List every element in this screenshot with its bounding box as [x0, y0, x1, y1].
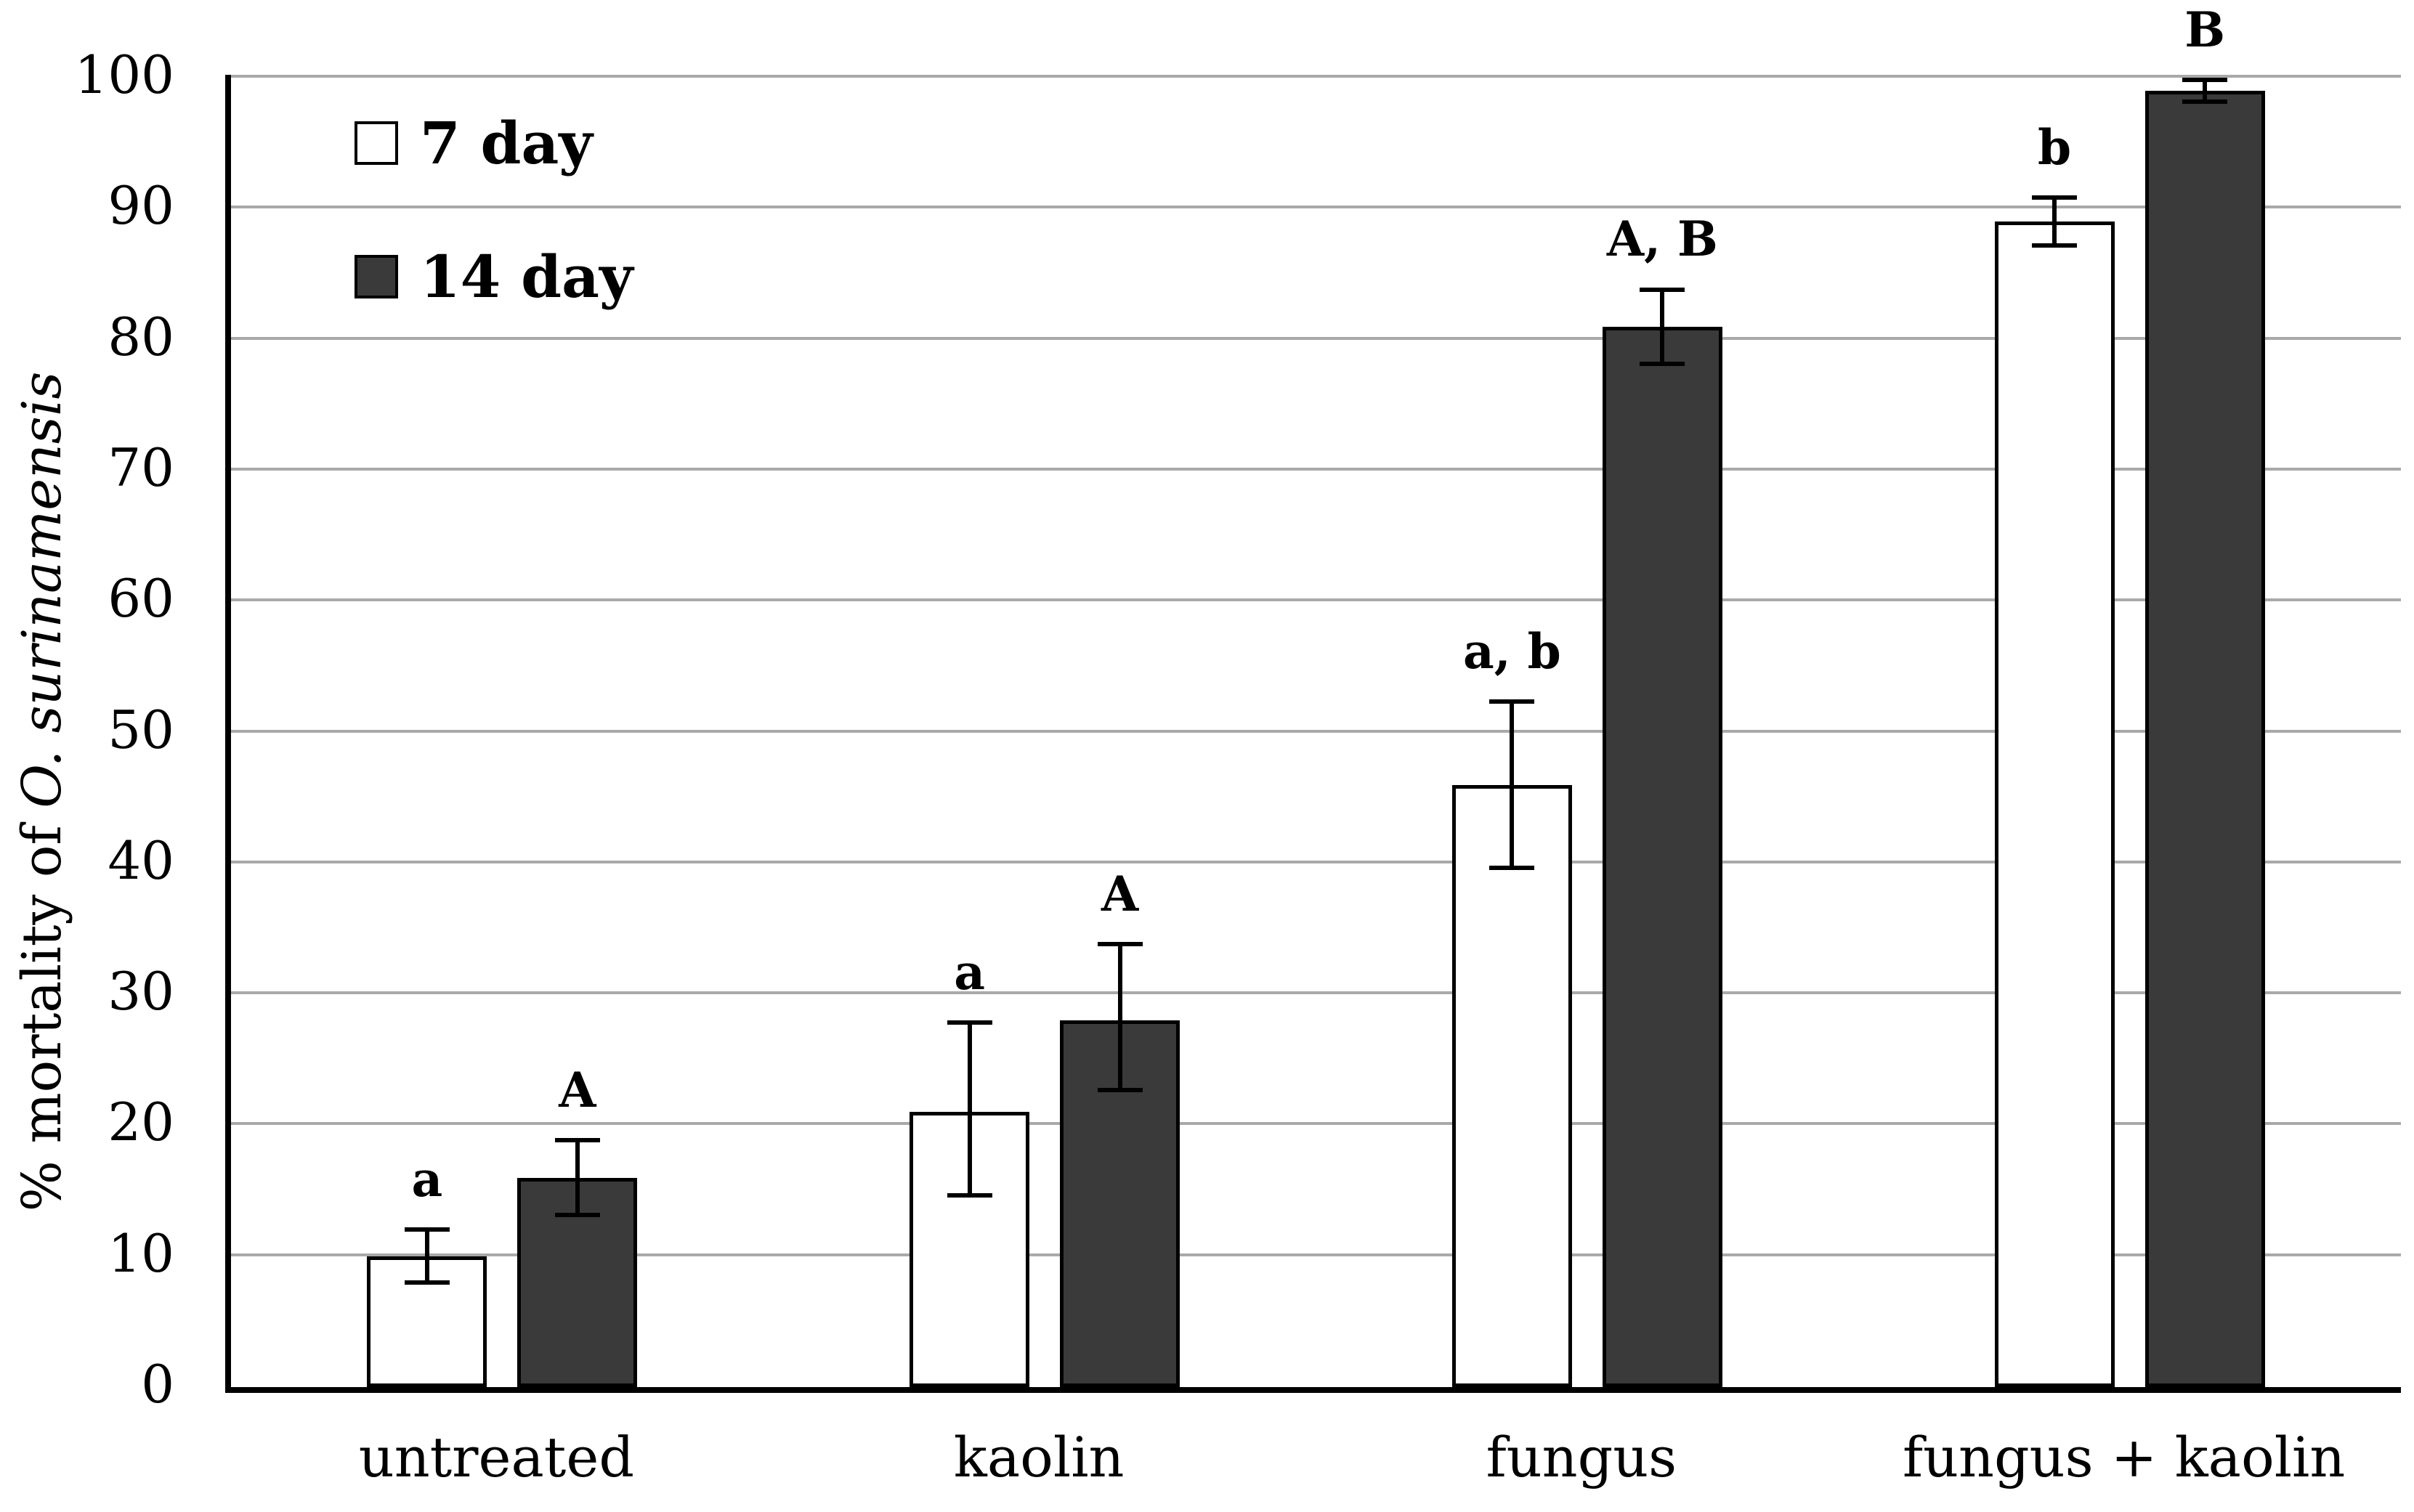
sig-label-7-day-fungus-kaolin: b — [2038, 119, 2072, 176]
legend: 7 day 14 day — [355, 102, 633, 370]
error-bar-7-day-untreated — [404, 1227, 450, 1285]
y-tick-label: 90 — [108, 175, 174, 237]
legend-label-7-day: 7 day — [420, 109, 593, 177]
y-tick-label: 30 — [108, 961, 174, 1023]
y-tick-label: 0 — [141, 1354, 174, 1415]
bar-14-day-fungus — [1602, 326, 1722, 1387]
error-bar-7-day-fungus-kaolin — [2032, 195, 2078, 248]
gridline — [231, 991, 2401, 995]
y-tick-label: 60 — [108, 568, 174, 630]
legend-item-7-day: 7 day — [355, 102, 633, 184]
x-category-label-fungus-kaolin: fungus + kaolin — [1902, 1425, 2346, 1489]
error-bar-14-day-kaolin — [1097, 941, 1143, 1093]
x-category-label-kaolin: kaolin — [953, 1425, 1125, 1489]
legend-swatch-7-day-icon — [355, 121, 398, 165]
sig-label-7-day-fungus: a, b — [1462, 623, 1561, 680]
bar-14-day-untreated — [517, 1177, 638, 1387]
gridline — [231, 1122, 2401, 1126]
gridline — [231, 467, 2401, 471]
gridline — [231, 75, 2401, 78]
bar-7-day-fungus — [1451, 784, 1572, 1387]
sig-label-14-day-untreated: A — [559, 1062, 596, 1119]
x-category-label-fungus: fungus — [1486, 1425, 1677, 1489]
gridline — [231, 1253, 2401, 1256]
error-bar-14-day-fungus — [1640, 287, 1685, 366]
y-tick-label: 10 — [108, 1222, 174, 1284]
sig-label-7-day-untreated: a — [411, 1151, 443, 1208]
error-bar-7-day-fungus — [1489, 699, 1535, 871]
y-axis-title: % mortality of O. surinamensis — [11, 372, 73, 1212]
error-bar-14-day-untreated — [554, 1138, 600, 1217]
y-tick-label: 40 — [108, 829, 174, 891]
bar-7-day-fungus-kaolin — [1994, 221, 2115, 1387]
sig-label-7-day-kaolin: a — [954, 944, 985, 1001]
y-tick-label: 80 — [108, 306, 174, 367]
sig-label-14-day-fungus: A, B — [1606, 211, 1718, 268]
sig-label-14-day-kaolin: A — [1101, 865, 1139, 922]
error-bar-7-day-kaolin — [947, 1020, 992, 1198]
gridline — [231, 336, 2401, 340]
legend-swatch-14-day-icon — [355, 255, 398, 298]
gridline — [231, 860, 2401, 863]
gridline — [231, 729, 2401, 733]
y-tick-label: 70 — [108, 436, 174, 498]
sig-label-14-day-fungus-kaolin: B — [2184, 1, 2226, 58]
legend-item-14-day: 14 day — [355, 236, 633, 317]
y-tick-label: 100 — [74, 44, 174, 105]
y-tick-label: 50 — [108, 699, 174, 760]
error-bar-14-day-fungus-kaolin — [2182, 78, 2228, 105]
bar-14-day-fungus-kaolin — [2144, 91, 2265, 1387]
legend-label-14-day: 14 day — [420, 243, 633, 311]
gridline — [231, 206, 2401, 209]
gridline — [231, 598, 2401, 602]
x-category-label-untreated: untreated — [358, 1425, 634, 1489]
y-tick-label: 20 — [108, 1092, 174, 1153]
